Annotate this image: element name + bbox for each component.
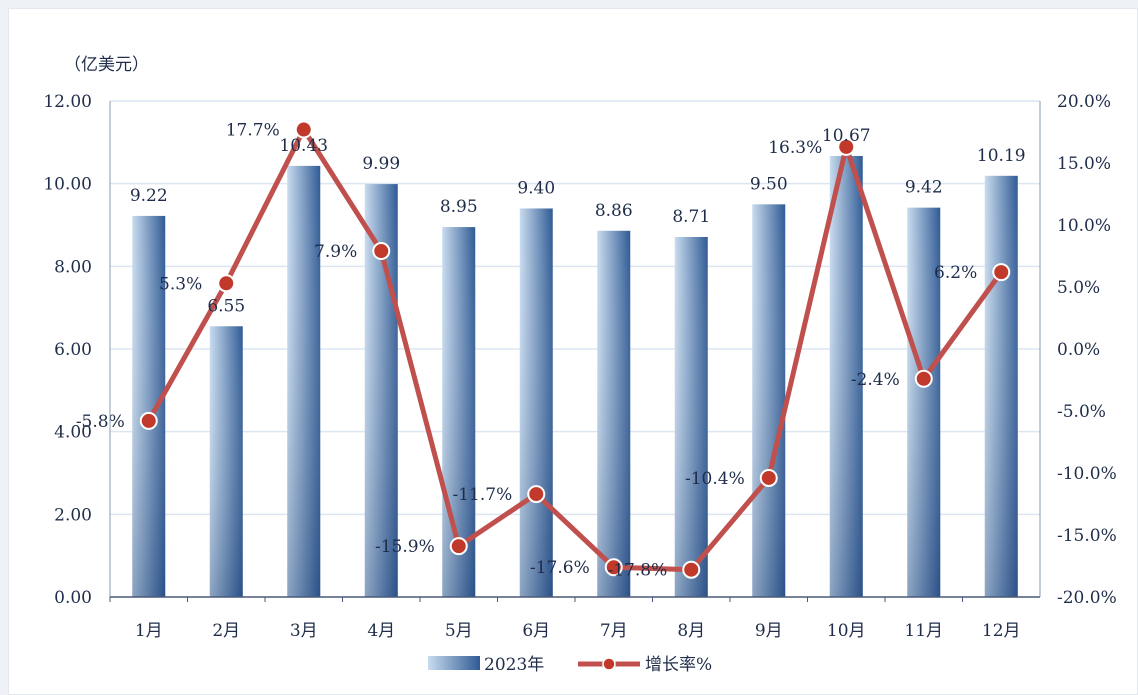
bar-shade	[984, 175, 1018, 597]
x-tick-label: 7月	[600, 621, 628, 641]
rate-marker	[682, 560, 701, 579]
y-right-tick-label: 5.0%	[1057, 278, 1100, 298]
rate-marker	[759, 468, 778, 487]
y-left-tick-label: 0.00	[54, 588, 92, 608]
y-right-tick-label: 15.0%	[1057, 154, 1111, 174]
bar-shade	[597, 230, 631, 597]
legend: 2023年 增长率%	[428, 655, 712, 675]
x-tick-label: 10月	[827, 621, 866, 641]
y-left-tick-label: 6.00	[54, 340, 92, 360]
rate-marker	[992, 263, 1011, 282]
rate-marker	[217, 274, 236, 293]
rate-value-label: -17.6%	[530, 558, 590, 578]
x-tick-label: 5月	[445, 621, 473, 641]
x-tick-label: 9月	[755, 621, 783, 641]
y-right-tick-label: -10.0%	[1057, 464, 1117, 484]
bar-shade	[442, 227, 476, 598]
bar-shade	[132, 215, 166, 597]
bar-shade	[907, 207, 941, 597]
y-right-tick-label: 10.0%	[1057, 216, 1111, 236]
bar-value-label: 9.22	[130, 186, 168, 206]
chart-frame	[8, 8, 1138, 695]
bar-value-label: 9.50	[750, 174, 788, 194]
x-tick-label: 2月	[212, 621, 240, 641]
bar-value-label: 10.67	[822, 126, 871, 146]
bar-value-label: 10.19	[977, 146, 1026, 166]
bar-value-label: 8.71	[672, 207, 710, 227]
y-right-tick-label: -5.0%	[1057, 402, 1106, 422]
rate-line	[139, 120, 1011, 579]
rate-marker	[372, 242, 391, 261]
bar-shade	[209, 326, 243, 597]
x-tick-label: 4月	[367, 621, 395, 641]
rate-value-label: 7.9%	[314, 242, 357, 262]
rate-marker	[294, 120, 313, 139]
rate-marker	[527, 485, 546, 504]
y-right-tick-label: -20.0%	[1057, 588, 1117, 608]
y-left-tick-label: 4.00	[54, 423, 92, 443]
rate-marker	[139, 411, 158, 430]
y-right-tick-label: 0.0%	[1057, 340, 1100, 360]
legend-line-label: 增长率%	[645, 655, 712, 675]
rate-value-label: -2.4%	[851, 370, 900, 390]
axes: （亿美元） 0.00 2.00 4.00 6.00 8.00 10.00 12.00 -20.…	[43, 55, 1116, 641]
rate-value-label: 16.3%	[768, 138, 822, 158]
bar-value-label: 8.95	[440, 197, 478, 217]
bars	[132, 155, 1018, 598]
gridlines	[110, 100, 1040, 516]
bar-value-label: 9.40	[517, 178, 555, 198]
x-tick-label: 1月	[135, 621, 163, 641]
x-tick-label: 8月	[677, 621, 705, 641]
rate-value-label: 6.2%	[934, 263, 977, 283]
y-right-tick-label: 20.0%	[1057, 92, 1111, 112]
rate-marker	[604, 558, 623, 577]
y-left-tick-label: 2.00	[54, 505, 92, 525]
rate-polyline	[146, 127, 1004, 573]
y-left-tick-label: 10.00	[43, 175, 92, 195]
rate-value-label: 17.7%	[226, 121, 280, 141]
rate-marker	[837, 137, 856, 156]
bar-value-label: 6.55	[207, 296, 245, 316]
rate-marker	[449, 537, 468, 556]
bar-value-label: 9.99	[362, 154, 400, 174]
x-tick-label: 12月	[982, 621, 1021, 641]
rate-value-label: 5.3%	[159, 274, 202, 294]
legend-bar-swatch	[428, 656, 480, 670]
bar-shade	[829, 155, 863, 597]
y-right-tick-label: -15.0%	[1057, 526, 1117, 546]
legend-line-marker	[602, 657, 616, 671]
bar-value-label: 8.86	[595, 201, 633, 221]
bar-shade	[519, 208, 553, 597]
rate-value-label: -5.8%	[76, 412, 125, 432]
x-tick-label: 3月	[290, 621, 318, 641]
bar-value-label: 10.43	[279, 136, 328, 156]
rate-value-label: -10.4%	[685, 469, 745, 489]
rate-marker	[914, 369, 933, 388]
y-unit-label: （亿美元）	[64, 55, 149, 75]
bar-shade	[287, 165, 321, 598]
rate-value-label: -15.9%	[375, 537, 435, 557]
x-tick-label: 11月	[904, 621, 943, 641]
x-tick-label: 6月	[522, 621, 550, 641]
bar-shade	[674, 236, 708, 597]
bar-value-label: 9.42	[905, 178, 943, 198]
rate-value-label: -17.8%	[608, 561, 668, 581]
bar-shade	[752, 204, 786, 598]
data-labels: 9.22 6.55 10.43 9.99 8.95 9.40 8.86 8.71 9.50 10.…	[76, 121, 1026, 581]
rate-value-label: -11.7%	[453, 485, 513, 505]
legend-bar-label: 2023年	[484, 655, 544, 675]
y-left-tick-label: 12.00	[43, 92, 92, 112]
y-left-tick-label: 8.00	[54, 257, 92, 277]
